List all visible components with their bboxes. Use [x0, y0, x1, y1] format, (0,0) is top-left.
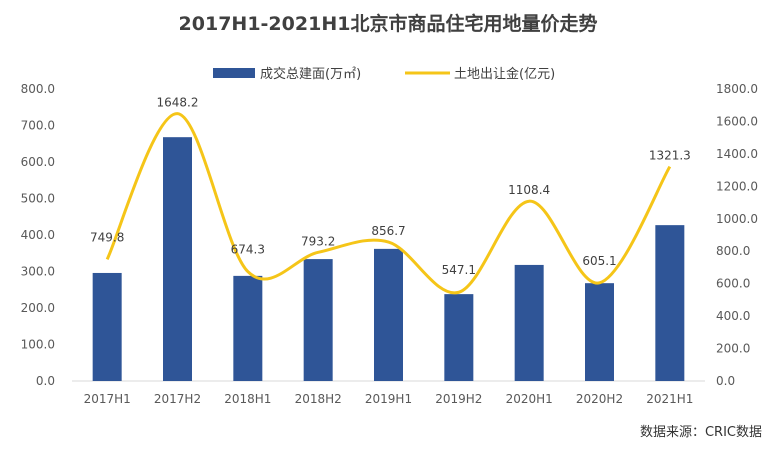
x-axis-tick: 2018H2 [295, 392, 342, 406]
right-axis-tick: 200.0 [716, 342, 750, 356]
bar-2018H1 [233, 275, 263, 381]
left-axis-tick: 600.0 [21, 155, 55, 169]
source-note: 数据来源：CRIC数据 [639, 425, 762, 440]
data-label-2017H1: 749.8 [90, 230, 124, 244]
line-series [105, 112, 672, 295]
right-axis-tick: 0.0 [716, 374, 735, 388]
x-axis-tick: 2019H2 [435, 392, 482, 406]
legend-bar-label: 成交总建面(万㎡) [260, 66, 361, 82]
data-label-2019H1: 856.7 [371, 224, 405, 238]
x-axis-tick: 2020H2 [576, 392, 623, 406]
left-axis-tick: 0.0 [36, 374, 55, 388]
bar-2017H1 [92, 272, 122, 381]
left-axis-tick: 400.0 [21, 228, 55, 242]
bar-2019H1 [374, 248, 403, 381]
data-label-2017H2: 1648.2 [157, 96, 199, 110]
data-label-2020H1: 1108.4 [508, 183, 550, 197]
x-axis-tick: 2018H1 [224, 392, 271, 406]
x-axis-tick: 2020H1 [506, 392, 553, 406]
right-axis-tick: 800.0 [716, 244, 750, 258]
data-label-2019H2: 547.1 [442, 263, 476, 277]
left-axis-tick: 300.0 [21, 265, 55, 279]
bar-2017H2 [163, 137, 192, 381]
x-axis-tick: 2019H1 [365, 392, 412, 406]
left-axis-tick: 700.0 [21, 119, 55, 133]
chart-title: 2017H1-2021H1北京市商品住宅用地量价走势 [179, 12, 598, 35]
data-label-2018H2: 793.2 [301, 234, 335, 248]
bar-2020H2 [585, 283, 614, 381]
right-axis-tick: 1000.0 [716, 212, 758, 226]
data-label-2018H1: 674.3 [231, 243, 265, 257]
left-axis-tick: 100.0 [21, 338, 55, 352]
bar-2021H1 [655, 225, 685, 381]
bar-2018H2 [303, 259, 333, 381]
x-axis-tick: 2017H2 [154, 392, 201, 406]
right-axis-tick: 1200.0 [716, 179, 758, 193]
legend-bar-swatch [213, 68, 255, 78]
legend-line-label: 土地出让金(亿元) [454, 66, 555, 82]
left-axis-tick: 500.0 [21, 192, 55, 206]
right-axis-tick: 1400.0 [716, 147, 758, 161]
left-axis-tick: 800.0 [21, 82, 55, 96]
right-axis-tick: 400.0 [716, 309, 750, 323]
right-axis-tick: 1600.0 [716, 114, 758, 128]
right-axis-tick: 600.0 [716, 277, 750, 291]
data-label-2020H2: 605.1 [582, 254, 616, 268]
right-axis-tick: 1800.0 [716, 82, 758, 96]
x-axis-tick: 2021H1 [646, 392, 693, 406]
bar-2019H2 [444, 294, 474, 381]
data-label-2021H1: 1321.3 [649, 149, 691, 163]
left-axis-tick: 200.0 [21, 301, 55, 315]
x-axis-tick: 2017H1 [84, 392, 131, 406]
bar-2020H1 [514, 264, 544, 381]
